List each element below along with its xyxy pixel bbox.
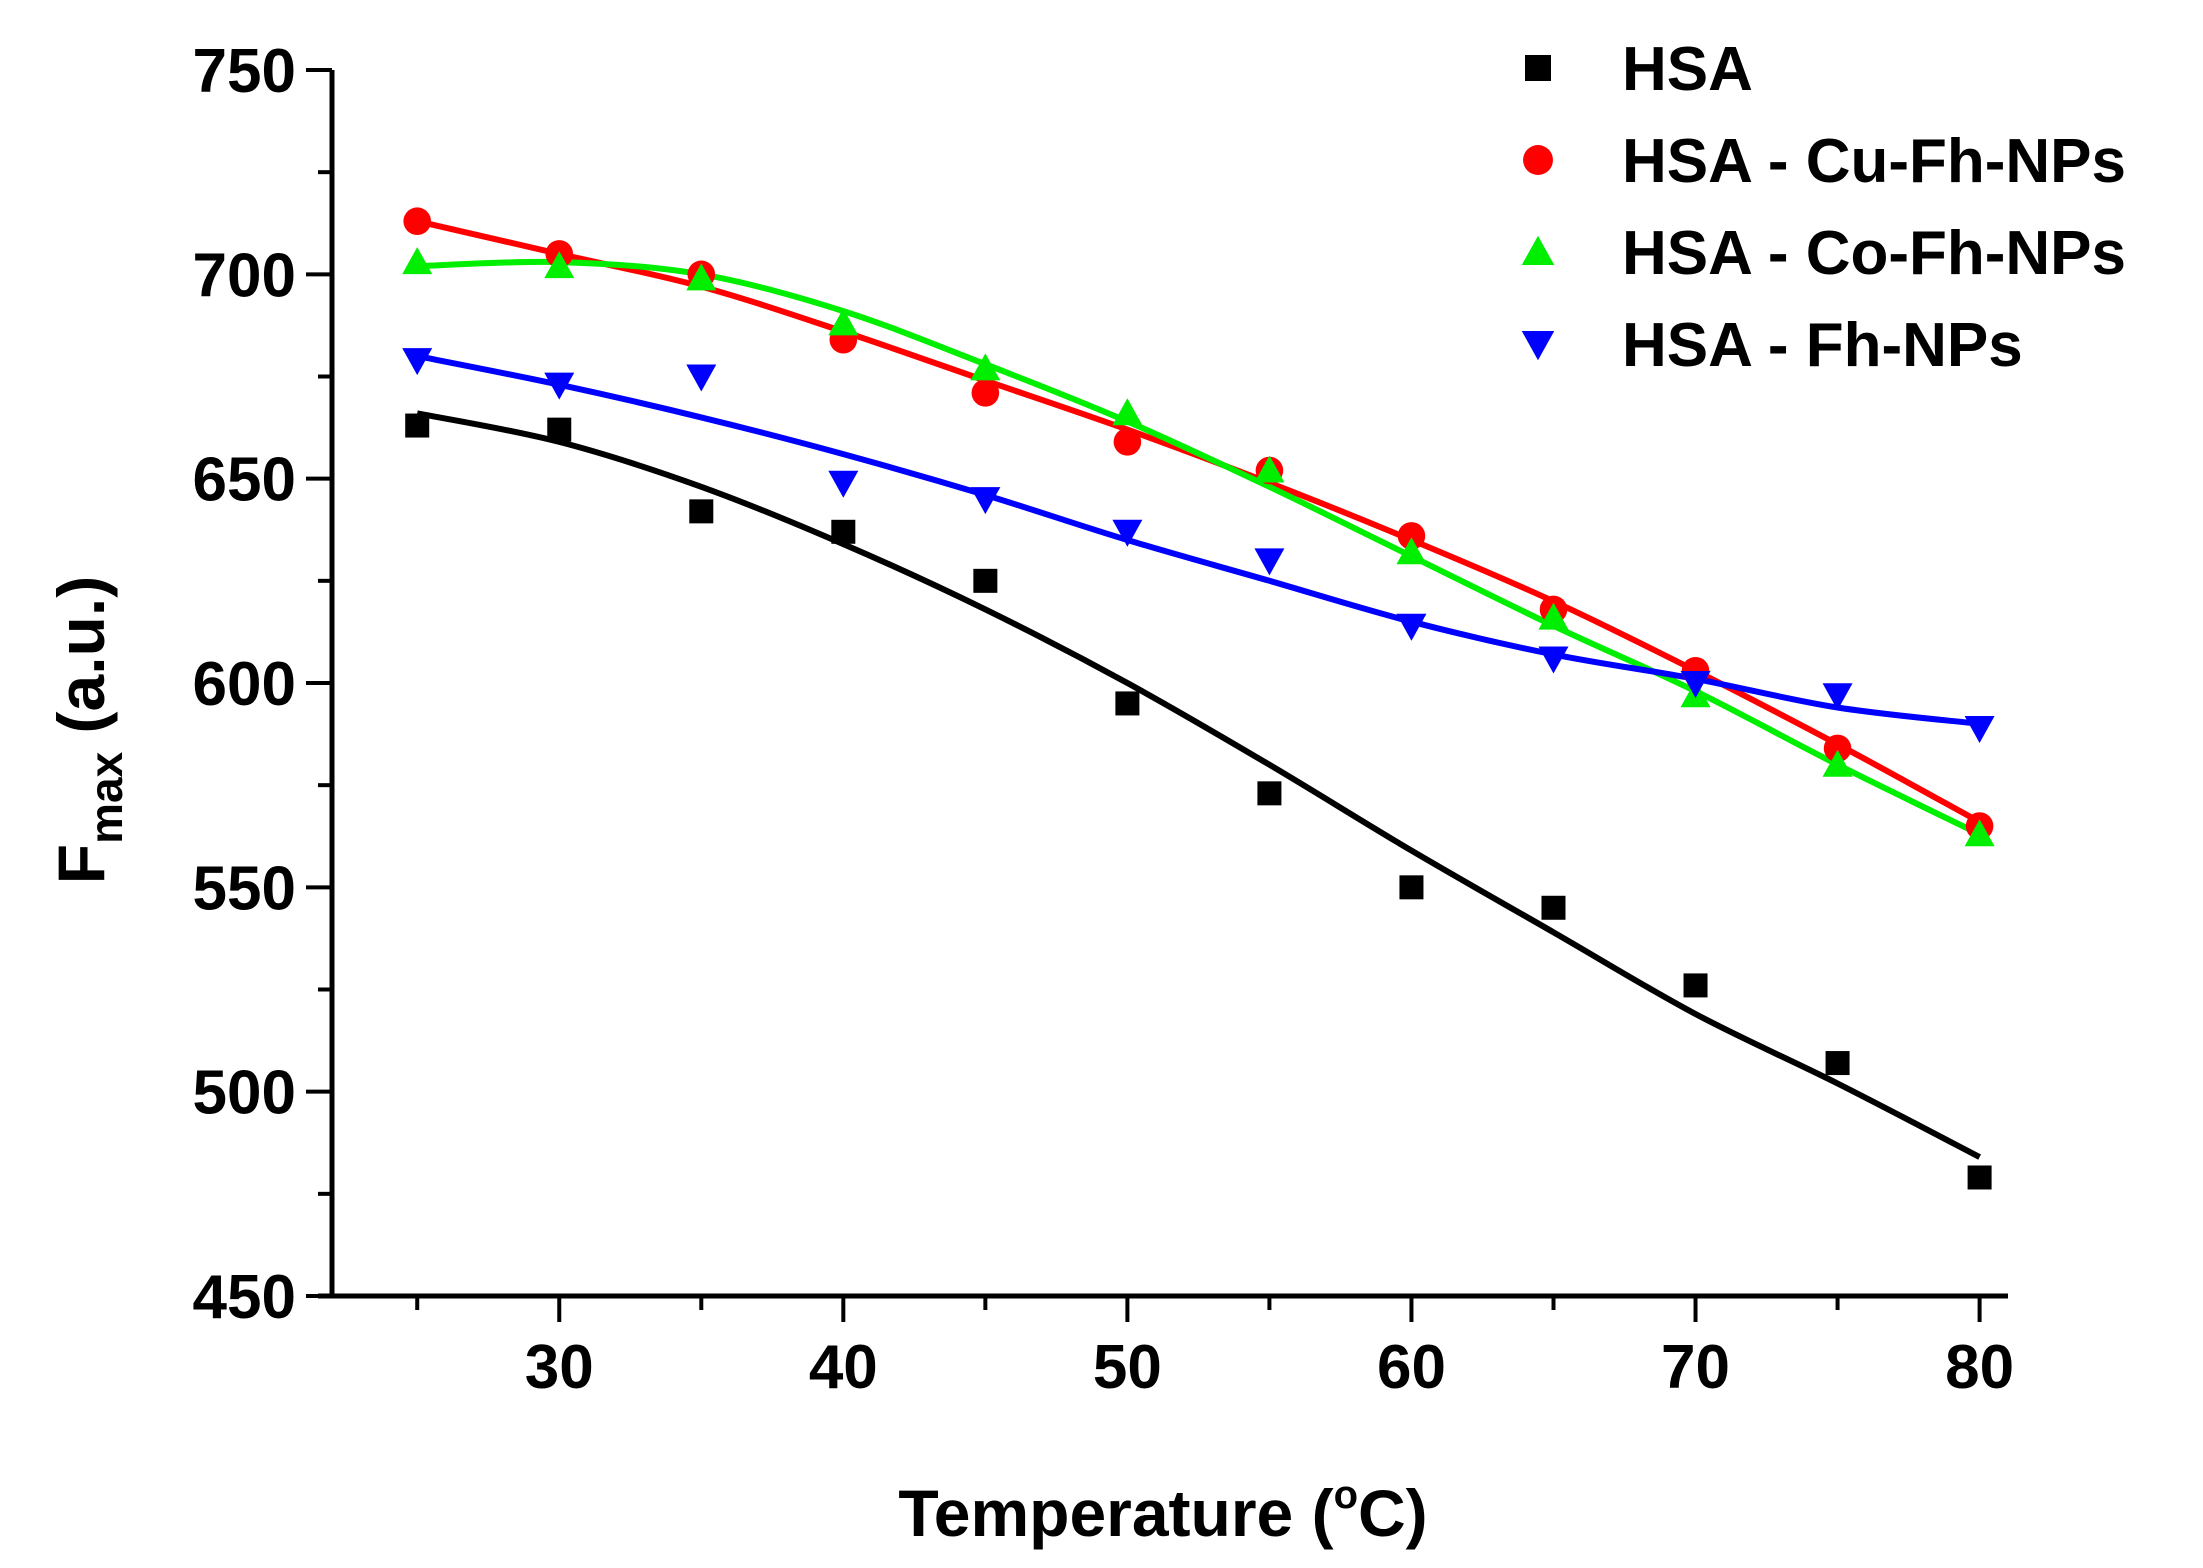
x-tick-label: 60 xyxy=(1377,1333,1446,1402)
data-point-hsa-fh-nps xyxy=(1964,715,1995,743)
data-point-hsa-co-fh-nps xyxy=(1396,537,1427,565)
data-point-hsa-fh-nps xyxy=(402,348,433,376)
legend-label-hsa-fh-nps: HSA - Fh-NPs xyxy=(1622,311,2023,380)
legend-label-hsa-cu-fh-nps: HSA - Cu-Fh-NPs xyxy=(1622,127,2126,196)
data-point-hsa-fh-nps xyxy=(828,470,859,498)
y-tick-label: 600 xyxy=(193,650,296,719)
data-point-hsa-cu-fh-nps xyxy=(971,379,1000,407)
y-tick-label: 500 xyxy=(193,1059,296,1128)
y-axis-label-subscript: max xyxy=(80,751,132,843)
data-point-hsa-co-fh-nps xyxy=(544,251,575,279)
legend-label-hsa: HSA xyxy=(1622,35,1753,104)
y-axis-label-main: F xyxy=(44,844,118,884)
data-point-hsa-fh-nps xyxy=(1254,548,1285,576)
y-tick-label: 450 xyxy=(193,1263,296,1332)
data-point-hsa-fh-nps xyxy=(970,487,1001,515)
fit-line-hsa-fh-nps xyxy=(416,353,1980,727)
data-point-hsa-co-fh-nps xyxy=(686,263,717,291)
data-point-hsa-co-fh-nps xyxy=(402,247,433,275)
y-tick-label: 700 xyxy=(193,241,296,310)
y-tick-label: 650 xyxy=(193,446,296,515)
legend-label-hsa-co-fh-nps: HSA - Co-Fh-NPs xyxy=(1622,219,2126,288)
data-point-hsa xyxy=(1115,691,1140,716)
data-point-hsa xyxy=(1541,895,1566,920)
data-point-hsa-co-fh-nps xyxy=(970,353,1001,381)
data-point-hsa xyxy=(1967,1165,1992,1190)
data-point-hsa-fh-nps xyxy=(1396,613,1427,641)
data-point-hsa-fh-nps xyxy=(686,364,717,392)
legend-marker-hsa-co-fh-nps xyxy=(1521,235,1555,265)
fit-line-hsa xyxy=(416,410,1981,1160)
data-point-hsa-co-fh-nps xyxy=(1112,398,1143,426)
svg-text:Fmax (a.u.): Fmax (a.u.) xyxy=(44,576,132,884)
data-point-hsa-cu-fh-nps xyxy=(403,207,432,236)
data-point-hsa-cu-fh-nps xyxy=(1823,734,1852,763)
data-point-hsa-co-fh-nps xyxy=(1964,819,1995,847)
legend: HSA HSA - Cu-Fh-NPs HSA - Co-Fh-NPs HSA - F… xyxy=(1521,35,2126,380)
x-axis-label-text: Temperature ( xyxy=(898,1476,1333,1550)
x-tick-label: 80 xyxy=(1945,1333,2014,1402)
data-point-hsa xyxy=(689,499,714,524)
axes: 450 500 550 600 650 700 750 30 40 50 60 70 80 xyxy=(193,37,2015,1402)
data-point-hsa xyxy=(973,568,998,593)
x-tick-label: 70 xyxy=(1661,1333,1730,1402)
data-point-hsa xyxy=(1825,1051,1850,1076)
data-point-hsa-co-fh-nps xyxy=(828,308,859,336)
data-points xyxy=(402,207,1995,1190)
data-point-hsa xyxy=(547,417,572,442)
x-axis-unit: C) xyxy=(1358,1476,1428,1550)
data-point-hsa-co-fh-nps xyxy=(1538,602,1569,630)
x-axis-title: Temperature (oC) xyxy=(898,1473,1427,1550)
data-point-hsa-fh-nps xyxy=(1680,671,1711,698)
data-point-hsa xyxy=(1399,875,1424,900)
legend-marker-hsa-fh-nps xyxy=(1521,331,1555,361)
degree-superscript: o xyxy=(1334,1473,1358,1517)
y-axis-title: Fmax (a.u.) xyxy=(44,576,132,884)
data-point-hsa-fh-nps xyxy=(1112,519,1143,547)
data-point-hsa-fh-nps xyxy=(1538,646,1569,674)
svg-text:Temperature (oC): Temperature (oC) xyxy=(898,1473,1427,1550)
x-tick-label: 40 xyxy=(809,1333,878,1402)
data-point-hsa xyxy=(831,519,856,544)
data-point-hsa xyxy=(1683,973,1708,998)
data-point-hsa-fh-nps xyxy=(1822,683,1853,711)
data-point-hsa-co-fh-nps xyxy=(1254,455,1285,483)
legend-marker-hsa-cu-fh-nps xyxy=(1523,145,1553,175)
data-point-hsa-cu-fh-nps xyxy=(1113,428,1142,456)
y-axis-label-unit: (a.u.) xyxy=(44,576,118,752)
data-point-hsa xyxy=(1257,781,1282,806)
x-tick-label: 30 xyxy=(525,1333,594,1402)
data-point-hsa-co-fh-nps xyxy=(1822,749,1853,777)
data-point-hsa-fh-nps xyxy=(544,372,575,400)
legend-marker-hsa xyxy=(1525,55,1551,81)
x-tick-label: 50 xyxy=(1093,1333,1162,1402)
y-tick-label: 550 xyxy=(193,854,296,923)
y-tick-label: 750 xyxy=(193,37,296,106)
data-point-hsa-cu-fh-nps xyxy=(1397,522,1426,550)
data-point-hsa xyxy=(405,413,430,438)
